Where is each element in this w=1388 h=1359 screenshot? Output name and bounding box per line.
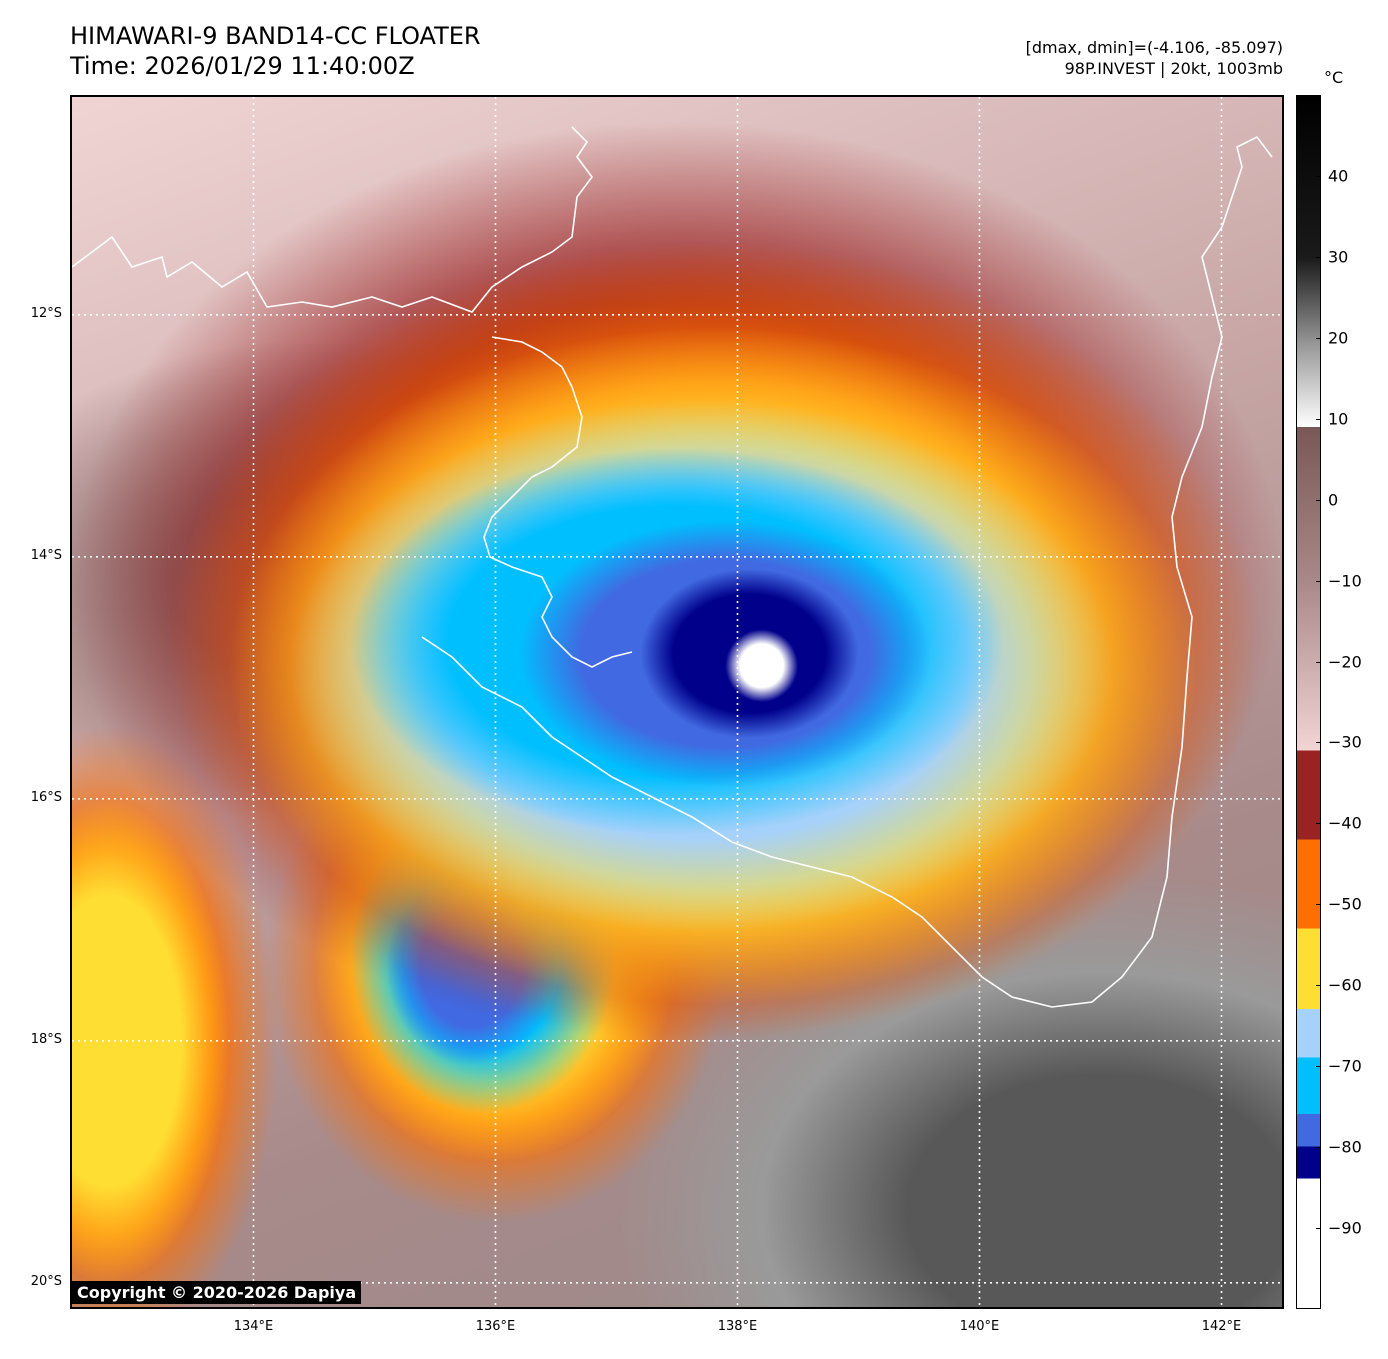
colorbar-tick [1316,256,1321,258]
colorbar-tick [1316,904,1321,906]
colorbar-tick [1316,499,1321,501]
colorbar-tick [1316,175,1321,177]
colorbar-tick-label: −80 [1328,1137,1362,1157]
colorbar-tick-label: 40 [1328,166,1349,186]
colorbar-tick-label: −70 [1328,1056,1362,1076]
colorbar-tick-label: 30 [1328,247,1349,267]
longitude-label: 134°E [233,1319,274,1334]
colorbar-unit: °C [1324,68,1344,87]
colorbar-tick-label: −50 [1328,894,1362,914]
longitude-label: 138°E [717,1319,758,1334]
title-line-2: Time: 2026/01/29 11:40:00Z [70,52,415,80]
longitude-label: 142°E [1201,1319,1242,1334]
colorbar-tick [1316,337,1321,339]
gridlines [72,97,1282,1307]
satellite-map [70,95,1284,1309]
colorbar-tick [1316,418,1321,420]
colorbar-tick [1316,661,1321,663]
colorbar-tick [1316,742,1321,744]
colorbar-tick-label: −10 [1328,571,1362,591]
storm-info-text: 98P.INVEST | 20kt, 1003mb [1064,59,1283,78]
colorbar-tick-label: −20 [1328,652,1362,672]
colorbar-tick [1316,985,1321,987]
data-range-text: [dmax, dmin]=(-4.106, -85.097) [1025,38,1283,57]
colorbar-tick [1316,1228,1321,1230]
colorbar-tick-label: −90 [1328,1218,1362,1238]
colorbar-tick-label: −40 [1328,813,1362,833]
colorbar-tick-label: −30 [1328,732,1362,752]
latitude-label: 14°S [30,547,62,563]
latitude-label: 20°S [30,1273,62,1289]
colorbar-tick-label: 20 [1328,328,1349,348]
longitude-label: 140°E [959,1319,1000,1334]
colorbar-tick-label: 0 [1328,490,1339,510]
colorbar-tick-label: −60 [1328,975,1362,995]
colorbar-tick [1316,1147,1321,1149]
coastline [72,126,1273,1008]
colorbar-tick-label: 10 [1328,409,1349,429]
latitude-label: 18°S [30,1031,62,1047]
colorbar-tick [1316,580,1321,582]
latitude-label: 12°S [30,305,62,321]
colorbar-tick [1316,1066,1321,1068]
map-overlay [72,97,1282,1307]
copyright-badge: Copyright © 2020-2026 Dapiya [72,1281,362,1304]
colorbar-tick [1316,823,1321,825]
longitude-label: 136°E [475,1319,516,1334]
colorbar [1296,95,1321,1309]
latitude-label: 16°S [30,789,62,805]
title-line-1: HIMAWARI-9 BAND14-CC FLOATER [70,22,481,50]
